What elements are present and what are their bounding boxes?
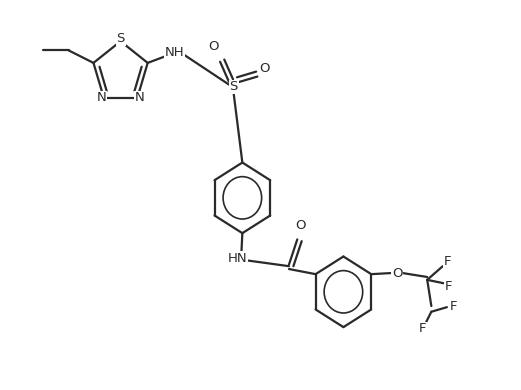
Text: F: F [444,255,452,268]
Text: N: N [134,91,144,105]
Text: S: S [229,80,238,93]
Text: S: S [116,32,125,46]
Text: F: F [445,280,453,293]
Text: O: O [392,266,402,280]
Text: F: F [450,300,457,312]
Text: N: N [97,91,107,105]
Text: F: F [418,322,426,335]
Text: O: O [259,62,270,75]
Text: O: O [295,219,306,232]
Text: O: O [208,41,219,53]
Text: NH: NH [165,46,184,59]
Text: HN: HN [227,252,247,265]
